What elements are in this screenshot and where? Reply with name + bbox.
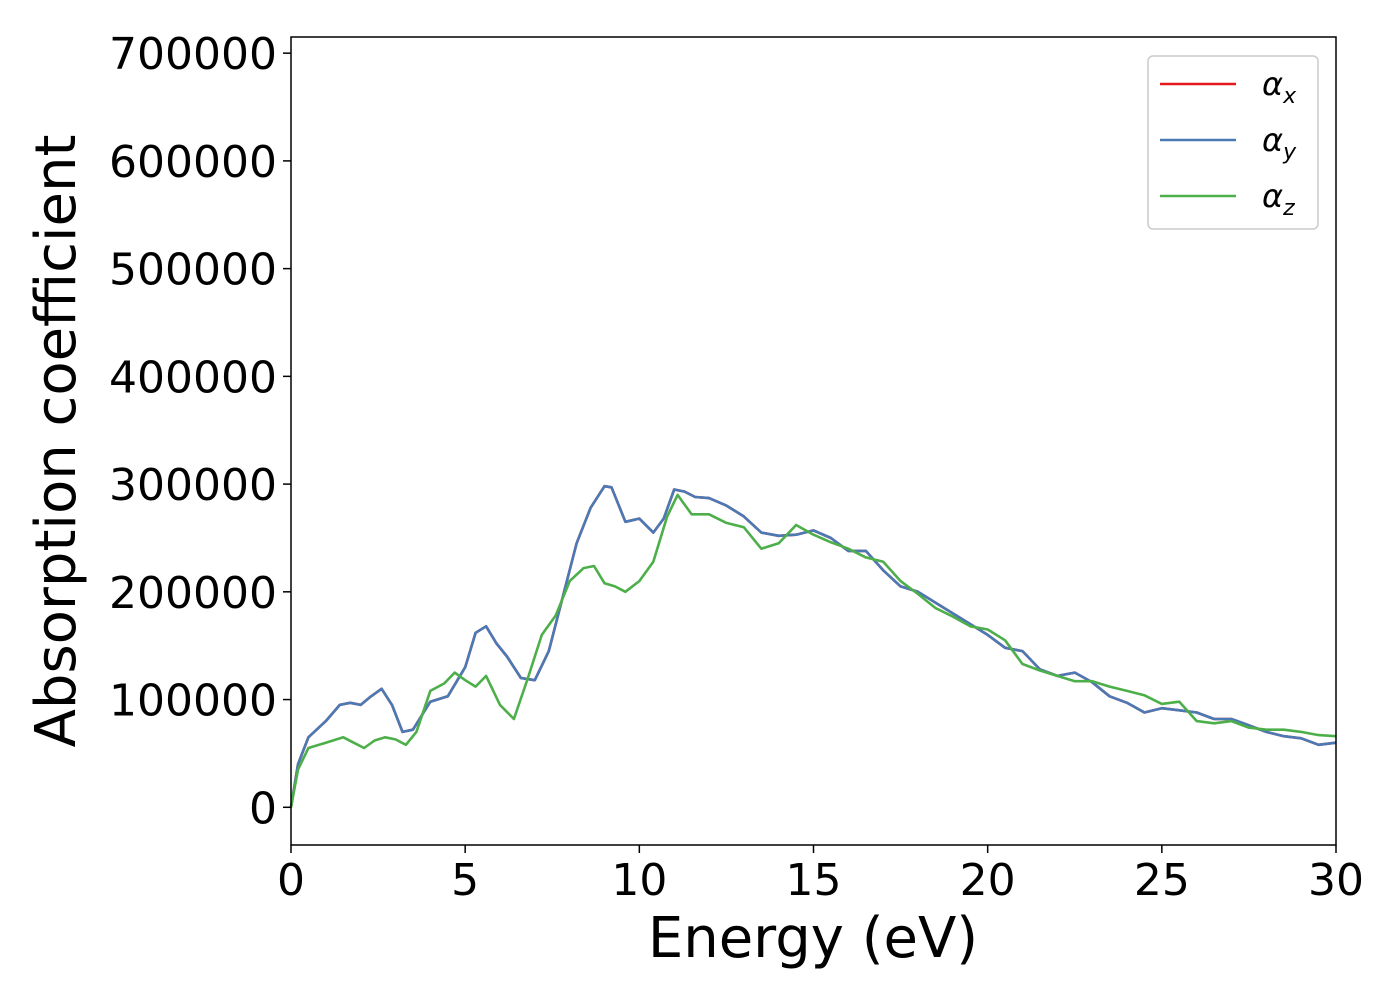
series-line-z: [289, 493, 1337, 808]
x-tick-label: 30: [1308, 855, 1364, 906]
legend-label-subscript: x: [1282, 84, 1297, 109]
x-tick-label: 20: [960, 855, 1016, 906]
y-tick-label: 600000: [109, 137, 277, 188]
y-tick-label: 300000: [109, 460, 277, 511]
legend-label-base: α: [1262, 65, 1283, 103]
y-tick-label: 0: [249, 783, 277, 834]
legend-label-y: αy: [1262, 121, 1297, 165]
y-axis: 0 100000 200000 300000 400000 500000 600000 700…: [109, 29, 291, 834]
y-tick-label: 100000: [109, 676, 277, 727]
x-tick-label: 0: [277, 855, 305, 906]
x-axis-title: Energy (eV): [648, 906, 978, 971]
y-axis-title: Absorption coefficient: [24, 135, 89, 748]
legend-label-base: α: [1262, 177, 1283, 215]
legend-label-subscript: z: [1282, 196, 1295, 221]
y-tick-label: 700000: [109, 29, 277, 80]
x-axis: 0 5 10 15 20 25 30: [277, 845, 1364, 906]
y-tick-label: 500000: [109, 245, 277, 296]
x-tick-label: 15: [786, 855, 842, 906]
legend-label-base: α: [1262, 121, 1283, 159]
x-tick-label: 25: [1134, 855, 1190, 906]
plot-lines: [289, 484, 1337, 808]
x-tick-label: 5: [451, 855, 479, 906]
legend-box: [1147, 55, 1319, 230]
legend-label-x: αx: [1262, 65, 1297, 109]
y-tick-label: 200000: [109, 568, 277, 619]
x-tick-label: 10: [611, 855, 667, 906]
y-tick-label: 400000: [109, 352, 277, 403]
legend-label-subscript: y: [1282, 140, 1297, 165]
legend-label-z: αz: [1262, 177, 1295, 221]
